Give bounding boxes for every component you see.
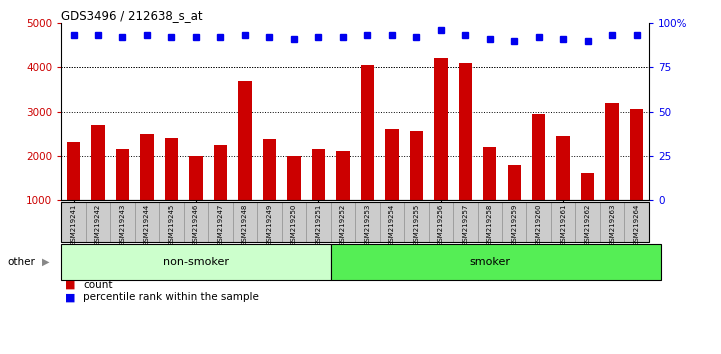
Text: GSM219252: GSM219252 (340, 204, 346, 246)
Text: GSM219264: GSM219264 (634, 204, 640, 246)
Bar (428, 202, 453, 242)
Bar (208, 202, 233, 242)
Bar (624, 202, 649, 242)
Bar (110, 202, 135, 242)
Bar (61, 202, 86, 242)
Bar (526, 202, 551, 242)
Bar (262, 139, 276, 244)
Text: GSM219255: GSM219255 (413, 204, 420, 246)
Bar (238, 80, 252, 244)
Bar (311, 149, 325, 244)
Text: GSM219251: GSM219251 (315, 204, 322, 246)
Bar (233, 202, 257, 242)
Bar (141, 133, 154, 244)
Text: GSM219257: GSM219257 (462, 204, 468, 246)
Bar (331, 244, 661, 280)
Text: ■: ■ (65, 292, 76, 302)
Bar (477, 202, 502, 242)
Text: GSM219241: GSM219241 (71, 204, 76, 246)
Bar (575, 202, 600, 242)
Text: GDS3496 / 212638_s_at: GDS3496 / 212638_s_at (61, 9, 203, 22)
Bar (184, 202, 208, 242)
Bar (532, 114, 546, 244)
Text: GSM219253: GSM219253 (364, 204, 371, 246)
Bar (606, 103, 619, 244)
Text: GSM219247: GSM219247 (218, 204, 224, 246)
Bar (213, 145, 227, 244)
Text: GSM219254: GSM219254 (389, 204, 395, 246)
Bar (600, 202, 624, 242)
Bar (581, 173, 594, 244)
Text: ■: ■ (65, 280, 76, 290)
Text: percentile rank within the sample: percentile rank within the sample (83, 292, 259, 302)
Bar (336, 152, 350, 244)
Text: GSM219259: GSM219259 (511, 204, 517, 246)
Bar (434, 58, 448, 244)
Bar (67, 143, 80, 244)
Bar (404, 202, 428, 242)
Bar (331, 202, 355, 242)
Text: GSM219262: GSM219262 (585, 204, 590, 246)
Text: smoker: smoker (469, 257, 510, 267)
Bar (630, 109, 643, 244)
Text: other: other (7, 257, 35, 267)
Text: GSM219248: GSM219248 (242, 204, 248, 246)
Bar (61, 244, 331, 280)
Text: ▶: ▶ (42, 257, 49, 267)
Text: GSM219245: GSM219245 (169, 204, 174, 246)
Bar (508, 165, 521, 244)
Text: GSM219246: GSM219246 (193, 204, 199, 246)
Text: GSM219244: GSM219244 (144, 204, 150, 246)
Bar (410, 131, 423, 244)
Text: GSM219258: GSM219258 (487, 204, 492, 246)
Text: count: count (83, 280, 112, 290)
Bar (385, 129, 399, 244)
Bar (355, 202, 379, 242)
Bar (360, 65, 374, 244)
Bar (92, 125, 105, 244)
Text: GSM219242: GSM219242 (95, 204, 101, 246)
Bar (135, 202, 159, 242)
Bar (453, 202, 477, 242)
Text: GSM219250: GSM219250 (291, 204, 297, 246)
Bar (379, 202, 404, 242)
Bar (164, 138, 178, 244)
Bar (483, 147, 497, 244)
Bar (459, 63, 472, 244)
Bar (189, 156, 203, 244)
Bar (159, 202, 184, 242)
Bar (257, 202, 282, 242)
Bar (86, 202, 110, 242)
Bar (551, 202, 575, 242)
Bar (557, 136, 570, 244)
Bar (282, 202, 306, 242)
Text: GSM219243: GSM219243 (120, 204, 125, 246)
Text: GSM219261: GSM219261 (560, 204, 566, 246)
Text: GSM219249: GSM219249 (266, 204, 273, 246)
Text: GSM219260: GSM219260 (536, 204, 541, 246)
Text: GSM219263: GSM219263 (609, 204, 615, 246)
Text: non-smoker: non-smoker (163, 257, 229, 267)
Bar (502, 202, 526, 242)
Bar (116, 149, 129, 244)
Bar (306, 202, 331, 242)
Bar (287, 156, 301, 244)
Text: GSM219256: GSM219256 (438, 204, 444, 246)
